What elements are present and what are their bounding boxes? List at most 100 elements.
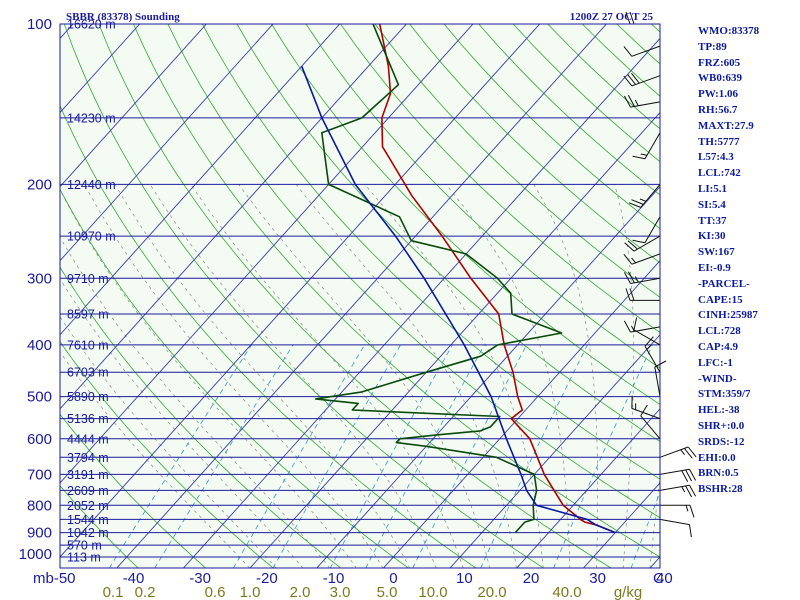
isotherm-line xyxy=(0,12,17,568)
wind-barb xyxy=(659,518,692,538)
isotherm-line xyxy=(60,24,141,114)
index-value: -PARCEL- xyxy=(698,277,750,290)
height-label: 8597 m xyxy=(67,308,109,322)
wind-barb xyxy=(623,45,661,57)
pressure-tick-label: 800 xyxy=(27,497,52,514)
index-value: PW:1.06 xyxy=(698,88,739,101)
temperature-axis: mb-50 -40 -30 -20 -10 0 10 20 30 40C xyxy=(33,570,673,587)
mixing-ratio-tick-label: 5.0 xyxy=(377,584,398,600)
wind-barb xyxy=(628,184,661,208)
height-label: 14230 m xyxy=(67,111,116,125)
pressure-tick-label: 400 xyxy=(27,337,52,354)
wind-barb xyxy=(660,504,695,518)
pressure-tick-label: 600 xyxy=(27,431,52,448)
mixing-ratio-line xyxy=(272,344,401,568)
wind-barb xyxy=(631,395,661,420)
index-value: TH:5777 xyxy=(698,135,740,148)
wind-barb xyxy=(632,132,661,160)
mixing-ratio-axis: 0.1 0.2 0.6 1.0 2.0 3.0 5.0 10.0 20.0 40.0 g/kg xyxy=(103,584,643,600)
temperature-tick-label: 30 xyxy=(589,570,606,587)
pressure-tick-label: 100 xyxy=(27,16,52,33)
moist-adiabat-line xyxy=(295,184,517,568)
isotherm-line xyxy=(182,37,660,568)
isotherm-line xyxy=(116,24,607,568)
chart-title: SBBR (83378) Sounding xyxy=(66,11,180,23)
height-label: 570 m xyxy=(67,539,102,553)
wind-barb xyxy=(632,216,661,244)
dry-adiabat-line xyxy=(98,24,612,568)
index-value: MAXT:27.9 xyxy=(698,119,754,132)
valid-time: 1200Z 27 OCT 25 xyxy=(570,11,654,23)
isotherm-line xyxy=(249,111,660,568)
index-value: LCL:742 xyxy=(698,167,741,180)
index-value: CINH:25987 xyxy=(698,309,758,322)
sounding-profiles xyxy=(300,24,616,534)
moist-adiabat-line xyxy=(614,184,635,568)
index-value: LI:5.1 xyxy=(698,182,728,195)
temperature-tick-label: mb-50 xyxy=(33,570,76,587)
mixing-ratio-tick-label: 20.0 xyxy=(477,584,506,600)
height-label: 113 m xyxy=(67,551,101,565)
index-value: FRZ:605 xyxy=(698,56,741,69)
dry-adiabat-line xyxy=(63,24,545,568)
index-value: STM:359/7 xyxy=(698,388,751,401)
index-value: RH:56.7 xyxy=(698,103,738,116)
temperature-tick-label: -40 xyxy=(123,570,145,587)
index-value: SRDS:-12 xyxy=(698,435,745,448)
moist-adiabats xyxy=(60,184,660,568)
isotherm-line xyxy=(316,185,660,568)
moist-adiabat-line xyxy=(60,278,304,568)
index-value: HEL:-38 xyxy=(698,404,740,417)
moist-adiabat-line xyxy=(114,184,411,568)
mixing-ratio-tick-label: 40.0 xyxy=(552,584,581,600)
mixing-ratio-line xyxy=(108,344,252,568)
plot-background xyxy=(60,24,660,568)
index-value: KI:30 xyxy=(698,230,726,243)
wind-barb xyxy=(633,317,661,346)
index-value: LFC:-1 xyxy=(698,356,733,369)
mixing-ratio-line xyxy=(154,344,294,568)
moist-adiabat-line xyxy=(533,184,598,568)
pressure-tick-label: 1000 xyxy=(19,546,52,563)
pressure-tick-label: 500 xyxy=(27,389,52,406)
isobars xyxy=(60,23,660,558)
pressure-tick-label: 900 xyxy=(27,525,52,542)
mixing-ratio-tick-label: 0.1 xyxy=(103,584,124,600)
mixing-ratio-unit: g/kg xyxy=(614,584,642,600)
parcel-profile-line xyxy=(300,65,616,534)
wind-barb xyxy=(659,468,697,482)
isotherm-line xyxy=(60,24,341,336)
height-label: 1042 m xyxy=(67,526,109,540)
temperature-tick-label: 10 xyxy=(456,570,473,587)
dry-adiabat-line xyxy=(340,24,660,333)
dry-adiabat-line xyxy=(60,104,477,568)
mixing-ratio-line xyxy=(232,344,366,568)
height-label: 12440 m xyxy=(67,178,116,192)
height-label: 2052 m xyxy=(67,499,109,513)
temperature-tick-label: -20 xyxy=(256,570,278,587)
index-value: BSHR:28 xyxy=(698,483,743,496)
wind-barb xyxy=(659,446,697,459)
height-label: 7610 m xyxy=(67,338,109,352)
index-value: SI:5.4 xyxy=(698,198,726,211)
temperature-tick-label: 0 xyxy=(389,570,397,587)
wind-barb xyxy=(623,271,661,284)
dry-adiabat-line xyxy=(202,24,660,480)
temperature-profile-line xyxy=(378,24,616,534)
height-label: 1544 m xyxy=(67,513,109,527)
dry-adiabat-line xyxy=(305,24,660,369)
wind-barb xyxy=(623,253,661,265)
height-label: 3191 m xyxy=(67,468,109,482)
temperature-tick-label: -10 xyxy=(323,570,345,587)
height-label: 4444 m xyxy=(67,432,109,446)
moist-adiabat-line xyxy=(364,184,544,568)
dry-adiabat-line xyxy=(60,341,274,568)
temperature-tick-label: 40 xyxy=(656,570,673,587)
height-label: 2609 m xyxy=(67,484,109,498)
mixing-ratio-tick-label: 3.0 xyxy=(330,584,351,600)
moist-adiabat-line xyxy=(149,184,437,568)
index-value: SW:167 xyxy=(698,246,735,259)
isotherm-line xyxy=(382,260,660,568)
